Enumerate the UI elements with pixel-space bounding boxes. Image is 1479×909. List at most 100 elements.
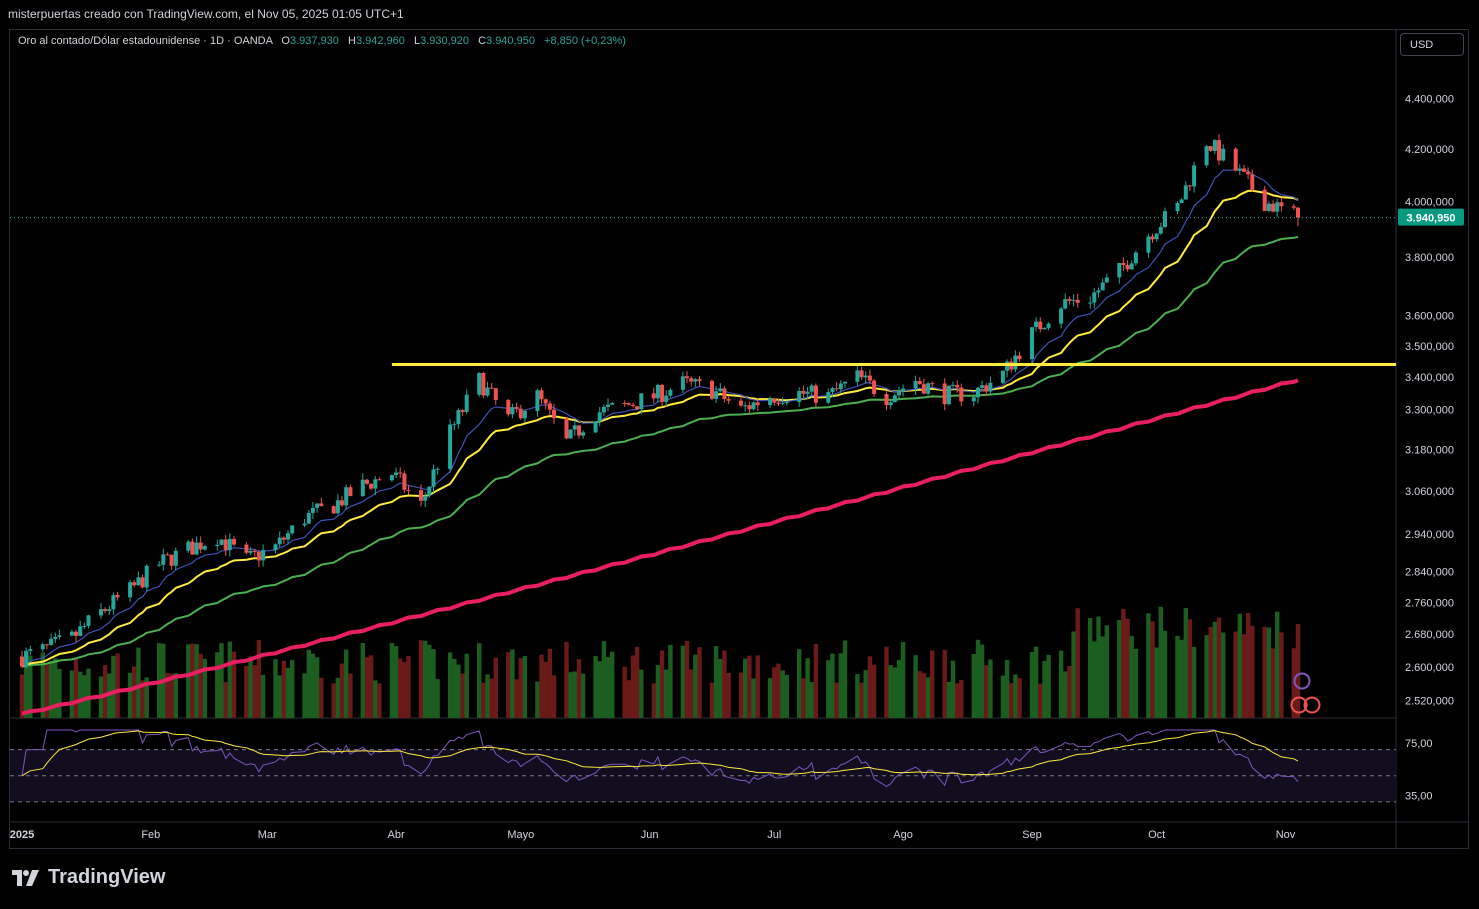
volume-bar — [44, 663, 50, 718]
volume-bar — [1017, 678, 1022, 718]
volume-bar — [1088, 618, 1093, 718]
candle-body — [435, 468, 440, 470]
volume-bar — [547, 648, 553, 718]
tradingview-logo[interactable]: TradingView — [12, 866, 165, 889]
volume-bar — [610, 651, 615, 718]
candle-body — [1000, 370, 1005, 383]
volume-bar — [576, 659, 582, 718]
candle-body — [593, 421, 598, 433]
price-tick-label: 3.600,000 — [1405, 310, 1454, 322]
candle-body — [743, 405, 748, 407]
candle-body — [302, 523, 307, 526]
candle-body — [568, 429, 573, 439]
price-tick-label: 3.300,000 — [1405, 404, 1454, 416]
volume-bar — [888, 665, 893, 718]
candle-body — [1183, 185, 1188, 200]
volume-bar — [975, 639, 981, 718]
candle-body — [103, 609, 108, 611]
volume-bar — [859, 682, 864, 718]
volume-bar — [597, 661, 602, 718]
volume-bar — [697, 647, 702, 718]
price-tick-label: 2.680,000 — [1405, 629, 1454, 641]
time-tick-label: 2025 — [10, 829, 34, 841]
volume-bar — [186, 644, 191, 718]
volume-bar — [1212, 621, 1218, 718]
candle-body — [335, 500, 340, 514]
candle-body — [57, 635, 62, 637]
candle-body — [655, 385, 660, 399]
volume-bars — [19, 606, 1301, 718]
volume-bar — [743, 658, 748, 718]
candle-body — [813, 385, 818, 403]
candle-body — [49, 638, 54, 645]
candle-body — [660, 385, 665, 402]
volume-bar — [722, 650, 727, 718]
event-marker-icon — [1290, 696, 1308, 714]
volume-bar — [452, 658, 457, 718]
volume-bar — [1221, 632, 1226, 718]
volume-bar — [709, 682, 715, 718]
volume-bar — [1237, 613, 1242, 718]
volume-bar — [1038, 683, 1043, 718]
volume-bar — [389, 643, 395, 718]
candle-body — [1117, 263, 1122, 278]
volume-bar — [302, 673, 307, 718]
candle-body — [976, 387, 980, 398]
candle-body — [319, 503, 324, 507]
candle-body — [477, 373, 482, 395]
volume-bar — [1042, 661, 1047, 718]
candle-body — [913, 381, 918, 389]
currency-button[interactable]: USD — [1400, 33, 1464, 56]
candle-body — [606, 404, 610, 407]
volume-bar — [1187, 619, 1193, 718]
candle-body — [714, 391, 719, 399]
volume-bar — [1096, 616, 1101, 718]
candle-body — [489, 387, 494, 389]
volume-bar — [784, 674, 789, 718]
candle-body — [635, 406, 640, 410]
candle-body — [564, 418, 569, 439]
candle-body — [1154, 233, 1159, 240]
candle-body — [946, 385, 951, 405]
candle-body — [689, 378, 694, 382]
candle-body — [1217, 140, 1221, 161]
candle-body — [340, 500, 344, 506]
volume-bar — [427, 644, 432, 718]
volume-bar — [1275, 611, 1280, 718]
candle-body — [277, 537, 282, 545]
volume-bar — [884, 646, 889, 718]
candle-body — [1158, 226, 1163, 234]
candle-body — [826, 392, 831, 403]
candle-body — [348, 487, 353, 496]
volume-bar — [942, 649, 947, 718]
candle-body — [419, 490, 423, 501]
volume-bar — [1158, 606, 1163, 718]
volume-bar — [655, 664, 661, 718]
volume-bar — [593, 656, 598, 718]
candle-body — [1030, 327, 1034, 360]
time-tick-label: Ago — [893, 829, 913, 841]
volume-bar — [543, 661, 548, 718]
volume-bar — [988, 659, 993, 718]
time-tick-label: Sep — [1022, 829, 1042, 841]
volume-bar — [797, 649, 802, 718]
volume-bar — [82, 675, 87, 718]
volume-bar — [335, 677, 341, 718]
volume-bar — [306, 649, 311, 718]
volume-bar — [971, 654, 976, 718]
candle-body — [273, 544, 278, 551]
candle-body — [423, 495, 428, 501]
candle-body — [722, 388, 727, 399]
candle-body — [921, 384, 926, 394]
volume-bar — [855, 674, 860, 718]
volume-bar — [1133, 648, 1139, 718]
volume-bar — [393, 646, 399, 718]
volume-bar — [360, 643, 365, 718]
current-price-tag — [1398, 208, 1464, 226]
candle-body — [44, 644, 49, 646]
candle-body — [219, 539, 224, 545]
volume-bar — [377, 683, 382, 718]
volume-bar — [917, 671, 922, 718]
volume-bar — [447, 652, 453, 718]
